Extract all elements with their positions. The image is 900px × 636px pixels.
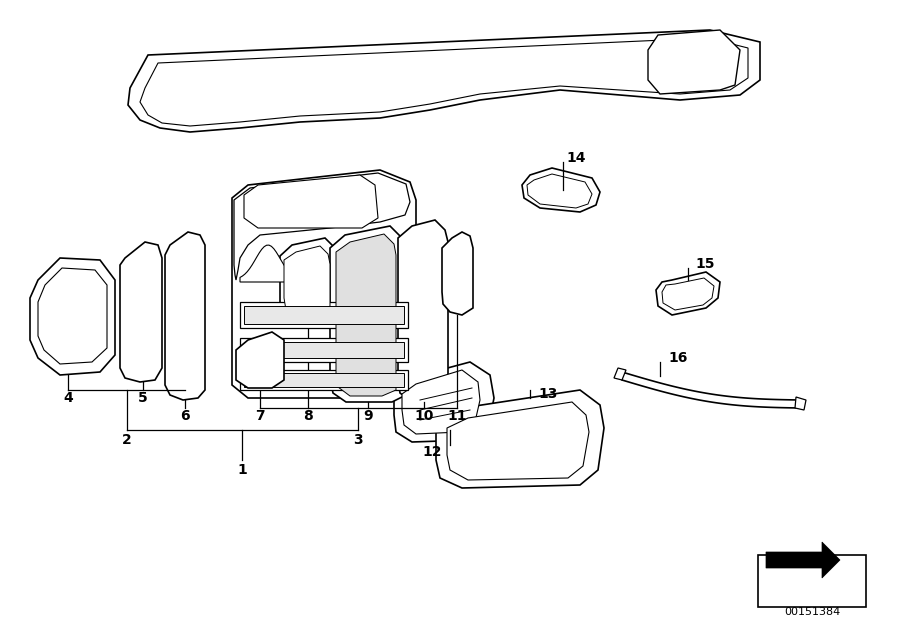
Polygon shape bbox=[240, 245, 310, 282]
Text: 4: 4 bbox=[63, 391, 73, 405]
Polygon shape bbox=[648, 30, 740, 94]
Polygon shape bbox=[38, 268, 107, 364]
Polygon shape bbox=[120, 242, 162, 382]
Text: 1: 1 bbox=[237, 463, 247, 477]
Polygon shape bbox=[244, 306, 404, 324]
Text: 00151384: 00151384 bbox=[784, 607, 840, 617]
Text: 13: 13 bbox=[538, 387, 558, 401]
Polygon shape bbox=[244, 342, 404, 358]
Polygon shape bbox=[330, 226, 406, 402]
Polygon shape bbox=[614, 368, 626, 380]
Text: 6: 6 bbox=[180, 409, 190, 423]
Text: 3: 3 bbox=[353, 433, 363, 447]
Polygon shape bbox=[394, 362, 494, 442]
Polygon shape bbox=[527, 174, 592, 208]
Polygon shape bbox=[140, 38, 748, 126]
Polygon shape bbox=[795, 397, 806, 410]
Polygon shape bbox=[336, 234, 396, 396]
Text: 15: 15 bbox=[695, 257, 715, 271]
Text: 16: 16 bbox=[669, 351, 688, 365]
Text: 11: 11 bbox=[447, 409, 467, 423]
Polygon shape bbox=[622, 372, 800, 408]
Text: 10: 10 bbox=[414, 409, 434, 423]
Text: 2: 2 bbox=[122, 433, 132, 447]
Text: 9: 9 bbox=[364, 409, 373, 423]
Polygon shape bbox=[244, 373, 404, 387]
Polygon shape bbox=[30, 258, 115, 375]
Text: 12: 12 bbox=[422, 445, 442, 459]
Polygon shape bbox=[442, 232, 473, 315]
Polygon shape bbox=[398, 220, 448, 402]
Polygon shape bbox=[234, 173, 410, 280]
Polygon shape bbox=[402, 370, 480, 434]
Text: 8: 8 bbox=[303, 409, 313, 423]
Polygon shape bbox=[240, 302, 408, 328]
Polygon shape bbox=[522, 168, 600, 212]
Polygon shape bbox=[436, 390, 604, 488]
Polygon shape bbox=[165, 232, 205, 400]
Polygon shape bbox=[236, 332, 284, 388]
Text: 5: 5 bbox=[138, 391, 148, 405]
Polygon shape bbox=[240, 370, 408, 390]
Polygon shape bbox=[244, 175, 378, 228]
Polygon shape bbox=[280, 238, 338, 325]
Bar bbox=[758, 555, 866, 607]
Polygon shape bbox=[284, 246, 330, 318]
Polygon shape bbox=[232, 170, 416, 398]
Polygon shape bbox=[447, 402, 589, 480]
Text: 7: 7 bbox=[256, 409, 265, 423]
Polygon shape bbox=[240, 338, 408, 362]
Polygon shape bbox=[128, 30, 760, 132]
Polygon shape bbox=[766, 542, 840, 578]
Polygon shape bbox=[662, 278, 714, 310]
Text: 14: 14 bbox=[566, 151, 586, 165]
Polygon shape bbox=[656, 272, 720, 315]
